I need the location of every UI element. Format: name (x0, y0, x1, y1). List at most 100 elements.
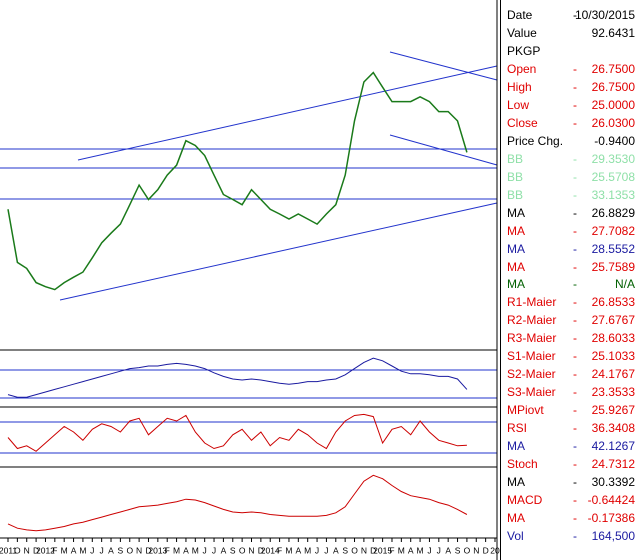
info-value: 25.7589 (591, 259, 635, 274)
info-value: N/A (614, 277, 635, 292)
price-line (7, 474, 468, 532)
x-tick-label: 2015 (373, 545, 392, 555)
info-label: S3-Maier (507, 385, 556, 400)
info-value: 26.8533 (591, 295, 635, 310)
info-label: Open (507, 61, 537, 76)
panel-borders (0, 0, 498, 560)
x-tick-label: M (79, 545, 86, 555)
info-label: PKGP (507, 43, 541, 58)
x-tick-label: A (108, 545, 114, 555)
x-tick-label: 2011 (0, 545, 17, 555)
trend-line (389, 51, 498, 81)
x-tick-label: N (473, 545, 479, 555)
info-sep: - (573, 115, 577, 130)
x-tick-label: J (427, 545, 431, 555)
trend-line (59, 202, 498, 301)
info-label: MA (507, 223, 525, 238)
info-sep: - (573, 97, 577, 112)
x-tick-label: J (324, 545, 328, 555)
x-tick-label: J (212, 545, 216, 555)
x-tick-label: D (370, 545, 376, 555)
x-tick-label: F (52, 545, 57, 555)
info-row: Price Chg. -0.9400 (507, 133, 635, 149)
x-tick-label: D (33, 545, 39, 555)
info-row: MA -42.1267 (507, 438, 635, 454)
info-row: Vol -164,500 (507, 528, 635, 544)
info-label: MA (507, 259, 525, 274)
info-value: -0.9400 (594, 133, 635, 148)
info-value: 164,500 (591, 529, 635, 543)
x-tick-label: M (192, 545, 199, 555)
info-row: Value 92.6431 (507, 25, 635, 41)
price-line (7, 413, 467, 452)
x-tick-label: A (71, 545, 77, 555)
x-tick-label: N (136, 545, 142, 555)
info-value: -0.17386 (587, 511, 635, 526)
info-label: MACD (507, 493, 543, 508)
info-value: 26.8829 (591, 205, 635, 220)
info-row: Stoch -24.7312 (507, 456, 635, 472)
x-tick-label: 2014 (261, 545, 280, 555)
x-tick-label: 20 (490, 545, 500, 555)
x-tick-label: O (239, 545, 246, 555)
x-tick-label: A (221, 545, 227, 555)
info-label: Close (507, 115, 538, 130)
info-value: 25.5708 (591, 169, 635, 184)
info-sep: - (573, 169, 577, 184)
x-tick-label: A (408, 545, 414, 555)
info-label: S1-Maier (507, 349, 556, 364)
x-tick-label: A (295, 545, 301, 555)
info-value: 42.1267 (591, 439, 635, 454)
x-tick-label: S (118, 545, 124, 555)
x-tick-label: F (277, 545, 282, 555)
info-row: S3-Maier -23.3533 (507, 384, 635, 400)
info-sep: - (573, 403, 577, 418)
info-row: MA -27.7082 (507, 223, 635, 239)
x-tick-label: N (361, 545, 367, 555)
info-sep: - (573, 457, 577, 472)
x-tick-label: S (455, 545, 461, 555)
info-sep: - (573, 313, 577, 328)
info-value: 27.7082 (591, 223, 635, 238)
info-sep: - (573, 79, 577, 94)
info-row: MACD - -0.64424 (507, 492, 635, 508)
info-sep: - (573, 511, 577, 526)
info-row: MA -28.5552 (507, 241, 635, 257)
info-label: Price Chg. (507, 133, 564, 148)
info-label: MA (507, 439, 525, 454)
x-tick-label: F (389, 545, 394, 555)
info-sep: - (573, 223, 577, 238)
x-tick-label: M (61, 545, 68, 555)
info-value: -0.64424 (587, 493, 635, 508)
info-value: 10/30/2015 (574, 8, 635, 22)
x-tick-label: A (183, 545, 189, 555)
info-label: High (507, 79, 532, 94)
x-tick-label: M (304, 545, 311, 555)
info-value: 28.6033 (591, 331, 635, 346)
info-row: MA -30.3392 (507, 474, 635, 490)
info-row: Open -26.7500 (507, 61, 635, 77)
info-sep: - (573, 205, 577, 220)
x-tick-label: J (90, 545, 94, 555)
x-tick-label: D (483, 545, 489, 555)
x-tick-label: N (24, 545, 30, 555)
info-sep: - (573, 187, 577, 202)
info-sep: - (573, 331, 577, 346)
x-tick-label: O (14, 545, 21, 555)
info-label: MA (507, 241, 525, 256)
info-value: 28.5552 (591, 241, 635, 256)
info-value: 23.3533 (591, 385, 635, 400)
info-sep: - (573, 8, 577, 22)
x-tick-label: M (398, 545, 405, 555)
info-row: PKGP (507, 43, 635, 59)
info-label: MA (507, 277, 525, 292)
info-sep: - (573, 277, 577, 292)
info-panel: Date -10/30/2015 Value 92.6431 PKGP Open -26.7… (500, 0, 638, 560)
info-sep: - (573, 241, 577, 256)
info-label: RSI (507, 421, 528, 436)
info-value: 26.0300 (591, 115, 635, 130)
info-sep: - (573, 295, 577, 310)
info-row: BB -29.3530 (507, 151, 635, 167)
info-label: BB (507, 187, 524, 202)
